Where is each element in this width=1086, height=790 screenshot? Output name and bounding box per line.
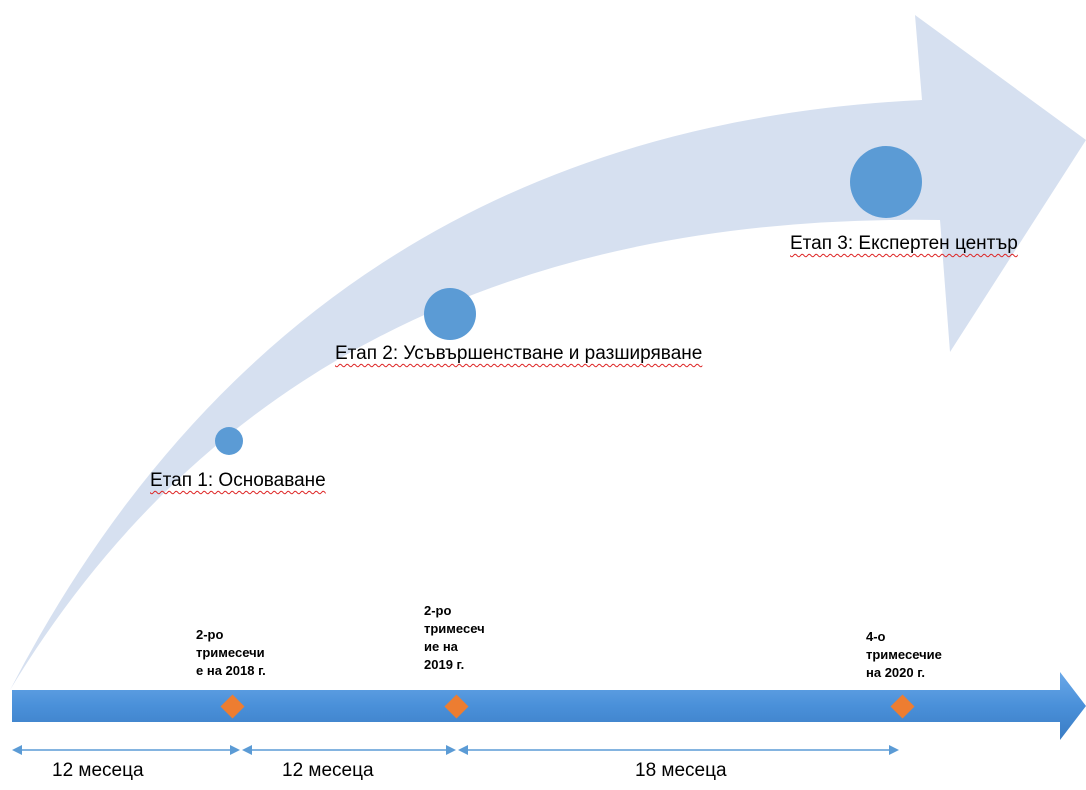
duration-2-label: 12 месеца (282, 760, 374, 781)
stage-3-label: Етап 3: Експертен център (790, 233, 1018, 254)
timeline-arrow (12, 672, 1086, 740)
growth-arrow (10, 15, 1086, 690)
stage-1-circle (215, 427, 243, 455)
milestone-3-label: 4-о тримесечие на 2020 г. (866, 629, 942, 680)
duration-arrow-1 (12, 745, 240, 755)
milestone-1-label: 2-ро тримесечи е на 2018 г. (196, 627, 266, 678)
stage-1-label: Етап 1: Основаване (150, 470, 326, 491)
milestone-2-label: 2-ро тримесеч ие на 2019 г. (424, 603, 485, 672)
duration-3-label: 18 месеца (635, 760, 727, 781)
stage-3-circle (850, 146, 922, 218)
stage-2-label: Етап 2: Усъвършенстване и разширяване (335, 343, 703, 364)
duration-arrow-3 (458, 745, 899, 755)
stage-2-circle (424, 288, 476, 340)
duration-1-label: 12 месеца (52, 760, 144, 781)
duration-arrow-2 (242, 745, 456, 755)
